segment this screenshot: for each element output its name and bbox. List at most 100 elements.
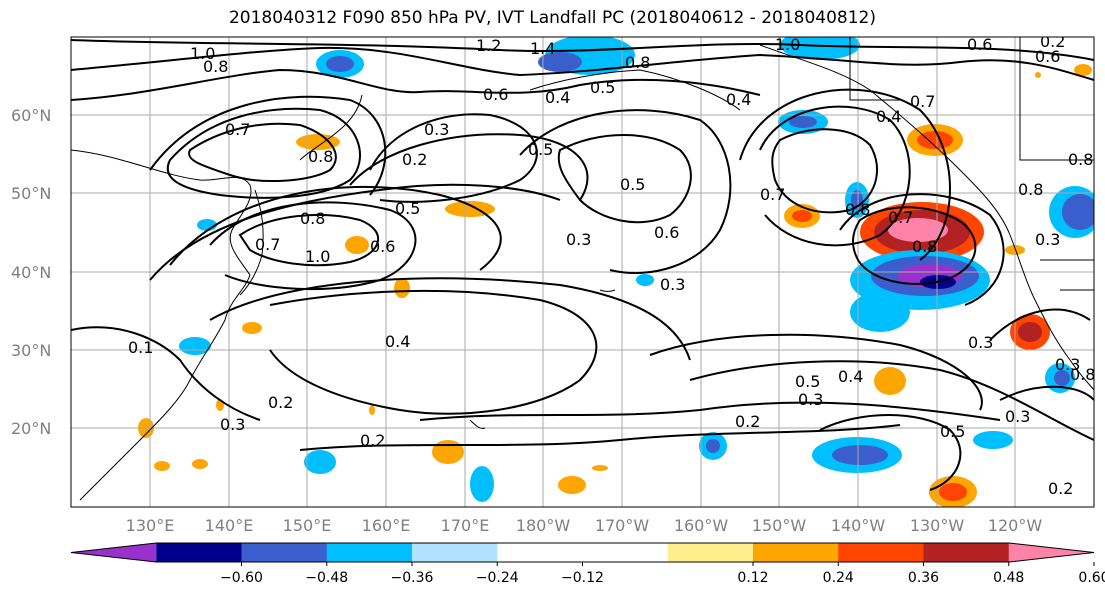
contour-label: 0.8 <box>912 237 937 256</box>
contour-label: 0.3 <box>798 390 823 409</box>
colorbar-swatch <box>241 543 328 562</box>
contour-label: 0.2 <box>1040 32 1065 51</box>
contour-label: 0.3 <box>220 415 245 434</box>
lat-label: 60°N <box>11 106 51 125</box>
lat-label: 50°N <box>11 184 51 203</box>
colorbar-tick-label: −0.48 <box>305 570 348 586</box>
lon-label: 150°W <box>752 516 807 535</box>
contour-label: 0.8 <box>845 200 870 219</box>
contour-label: 0.5 <box>940 422 965 441</box>
lat-label: 30°N <box>11 341 51 360</box>
contour-label: 1.0 <box>305 247 330 266</box>
contour-label: 0.3 <box>968 333 993 352</box>
lon-label: 180°W <box>516 516 571 535</box>
contour-label: 0.7 <box>225 120 250 139</box>
colorbar-tick-label: 0.36 <box>908 570 939 586</box>
contour-label: 0.6 <box>1035 47 1060 66</box>
colorbar-swatch <box>497 543 583 562</box>
colorbar-swatch <box>156 543 242 562</box>
colorbar-tick-label: 0.12 <box>737 570 768 586</box>
contour-label: 1.0 <box>775 35 800 54</box>
colorbar-outline <box>70 542 1095 563</box>
lon-label: 170°W <box>595 516 650 535</box>
colorbar-tick-label: −0.36 <box>391 570 434 586</box>
contour-label: 1.2 <box>476 36 501 55</box>
colorbar-swatch <box>1008 543 1094 562</box>
contour-label: 0.8 <box>1018 180 1043 199</box>
colorbar-tick-label: 0.60 <box>1078 570 1105 586</box>
contour-label: 0.8 <box>300 209 325 228</box>
coastlines <box>71 37 1094 501</box>
contour-label: 1.0 <box>190 44 215 63</box>
colorbar-swatch <box>753 543 839 562</box>
contour-label: 0.8 <box>1068 150 1093 169</box>
map-frame <box>70 36 1095 508</box>
colorbar-tick-label: 0.24 <box>823 570 854 586</box>
lon-label: 140°E <box>205 516 254 535</box>
colorbar-swatch <box>667 543 754 562</box>
contour-label: 0.3 <box>424 120 449 139</box>
contour-label: 0.4 <box>726 90 751 109</box>
contour-label: 0.4 <box>385 332 410 351</box>
contour-label: 0.6 <box>370 237 395 256</box>
contour-label: 0.8 <box>203 57 228 76</box>
colorbar: −0.60 −0.48 −0.36 −0.24 −0.12 0.12 0.24 0.36 0.4… <box>70 542 1105 586</box>
colorbar-tick-label: 0.48 <box>993 570 1024 586</box>
lon-label: 130°W <box>910 516 965 535</box>
contour-label: 0.4 <box>876 107 901 126</box>
contour-label: 0.7 <box>255 235 280 254</box>
colorbar-swatch <box>71 543 157 562</box>
contour-label: 0.5 <box>795 372 820 391</box>
lon-label: 150°E <box>283 516 332 535</box>
contour-label: 0.6 <box>654 223 679 242</box>
contour-label: 0.2 <box>268 393 293 412</box>
lon-label: 160°W <box>674 516 729 535</box>
contour-label: 0.2 <box>1048 479 1073 498</box>
contour-label: 0.4 <box>838 367 863 386</box>
contour-label: 0.2 <box>735 412 760 431</box>
colorbar-swatch <box>923 543 1010 562</box>
contour-label: 0.5 <box>590 78 615 97</box>
contour-label: 0.5 <box>528 140 553 159</box>
colorbar-swatch <box>412 543 498 562</box>
colorbar-swatch <box>326 543 413 562</box>
lon-label: 140°W <box>831 516 886 535</box>
contour-label: 0.7 <box>910 92 935 111</box>
lat-label: 20°N <box>11 419 51 438</box>
map-panel: 1.0 0.8 1.2 1.4 0.8 1.0 0.6 0.2 0.6 0.6 … <box>71 32 1095 507</box>
contour-label: 0.8 <box>308 147 333 166</box>
lon-label: 130°E <box>126 516 175 535</box>
contour-label: 0.6 <box>483 85 508 104</box>
contour-label: 0.3 <box>660 275 685 294</box>
lon-label: 170°E <box>441 516 490 535</box>
contour-label: 0.1 <box>128 338 153 357</box>
contour-label: 0.2 <box>402 150 427 169</box>
colorbar-tick-label: −0.24 <box>476 570 519 586</box>
lat-label: 40°N <box>11 263 51 282</box>
contour-label: 0.3 <box>566 230 591 249</box>
contour-label: 0.5 <box>395 199 420 218</box>
lon-label: 120°W <box>988 516 1043 535</box>
contour-label: 0.3 <box>1055 355 1080 374</box>
contour-label: 0.8 <box>625 53 650 72</box>
map-title: 2018040312 F090 850 hPa PV, IVT Landfall… <box>228 8 876 28</box>
colorbar-tick-label: −0.60 <box>220 570 263 586</box>
colorbar-swatch <box>838 543 924 562</box>
latitude-labels: 60°N 50°N 40°N 30°N 20°N <box>11 106 51 438</box>
contour-label: 1.4 <box>530 39 555 58</box>
contour-label: 0.2 <box>360 431 385 450</box>
contour-labels: 1.0 0.8 1.2 1.4 0.8 1.0 0.6 0.2 0.6 0.6 … <box>128 32 1095 498</box>
pv-contours <box>71 39 1094 491</box>
contour-label: 0.4 <box>545 88 570 107</box>
colorbar-tick-label: −0.12 <box>561 570 604 586</box>
contour-label: 0.3 <box>1035 230 1060 249</box>
contour-label: 0.7 <box>760 185 785 204</box>
contour-label: 0.6 <box>967 35 992 54</box>
contour-label: 0.3 <box>1005 407 1030 426</box>
lon-label: 160°E <box>362 516 411 535</box>
shaded-anomalies <box>138 37 1094 507</box>
contour-label: 0.8 <box>1070 365 1095 384</box>
contour-label: 0.5 <box>620 175 645 194</box>
contour-label: 0.7 <box>888 208 913 227</box>
